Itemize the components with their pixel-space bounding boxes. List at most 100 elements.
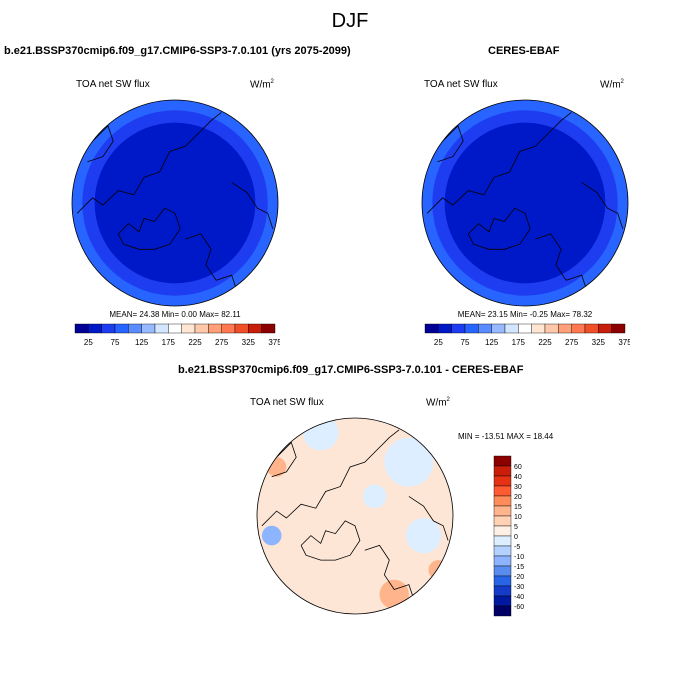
obs-colorbar-swatch <box>544 323 559 334</box>
obs-colorbar-tick-label: 175 <box>512 338 526 347</box>
diff-map-coastline <box>300 520 361 561</box>
diff-map-coastline <box>261 429 400 527</box>
diff-colorbar-swatch <box>493 485 512 497</box>
model-colorbar-tick-label: 75 <box>111 338 120 347</box>
diff-colorbar-swatch <box>493 455 512 467</box>
model-colorbar-tick-label: 175 <box>162 338 176 347</box>
model-colorbar-tick-label: 325 <box>242 338 256 347</box>
page-title: DJF <box>331 10 369 32</box>
diff-map-coastline <box>408 496 449 541</box>
model-colorbar-swatch <box>221 323 236 334</box>
model-colorbar-swatch <box>74 323 89 334</box>
diff-map-anomaly-patch <box>379 579 409 610</box>
obs-variable-label: TOA net SW flux <box>424 79 498 90</box>
diff-colorbar-tick-label: -5 <box>514 544 520 551</box>
obs-colorbar-swatch <box>558 323 572 334</box>
diff-panel-title: b.e21.BSSP370cmip6.f09_g17.CMIP6-SSP3-7.… <box>178 364 524 376</box>
model-colorbar-swatch <box>114 323 129 334</box>
diff-colorbar-swatch <box>493 525 512 537</box>
model-colorbar-swatch <box>154 323 169 334</box>
model-colorbar-swatch <box>248 323 262 334</box>
diff-colorbar-swatch <box>493 605 512 617</box>
model-colorbar-tick-label: 275 <box>215 338 229 347</box>
model-panel-title: b.e21.BSSP370cmip6.f09_g17.CMIP6-SSP3-7.… <box>4 45 351 57</box>
model-colorbar-swatch <box>261 323 276 334</box>
obs-colorbar-tick-label: 125 <box>485 338 499 347</box>
diff-colorbar-tick-label: 5 <box>514 524 518 531</box>
obs-units-label: W/m2 <box>600 79 624 91</box>
obs-polar-map <box>421 99 629 307</box>
model-colorbar-swatch <box>234 323 249 334</box>
diff-polar-map <box>256 417 454 615</box>
obs-map-coastline <box>467 207 531 250</box>
diff-colorbar-swatch <box>493 575 512 587</box>
diff-map-anomaly-patch <box>303 418 339 451</box>
diff-colorbar-swatch <box>493 495 512 507</box>
diff-colorbar-tick-label: 60 <box>514 464 522 471</box>
model-colorbar-swatch <box>181 323 196 334</box>
model-map-core-field <box>94 122 256 284</box>
model-colorbar-swatch <box>168 323 182 334</box>
diff-colorbar-tick-label: -15 <box>514 564 524 571</box>
obs-colorbar-swatch <box>518 323 532 334</box>
model-map-coastline <box>117 207 181 250</box>
diff-colorbar-tick-label: -60 <box>514 604 524 611</box>
obs-colorbar-swatch <box>478 323 492 334</box>
obs-map-coastline <box>581 182 624 229</box>
diff-map-coastline <box>271 441 297 478</box>
diff-colorbar-swatch <box>493 555 512 567</box>
model-colorbar-tick-label: 25 <box>84 338 93 347</box>
obs-colorbar-tick-label: 275 <box>565 338 579 347</box>
diff-colorbar-tick-label: 40 <box>514 474 522 481</box>
diff-colorbar-tick-label: 15 <box>514 504 522 511</box>
diff-map-boundary <box>256 417 454 615</box>
diff-map-anomaly-patch <box>362 484 387 509</box>
obs-colorbar-swatch <box>598 323 612 334</box>
model-colorbar-tick-label: 125 <box>135 338 149 347</box>
obs-colorbar-swatch <box>584 323 599 334</box>
diff-colorbar-tick-label: 20 <box>514 494 522 501</box>
model-colorbar-swatch <box>194 323 209 334</box>
obs-panel-title: CERES-EBAF <box>488 45 560 57</box>
obs-map-core-field <box>444 122 606 284</box>
obs-colorbar-swatch <box>611 323 626 334</box>
diff-stats: MIN = -13.51 MAX = 18.44 <box>458 432 554 441</box>
model-colorbar-swatch <box>141 323 156 334</box>
obs-colorbar-tick-label: 75 <box>461 338 470 347</box>
diff-colorbar-swatch <box>493 465 512 477</box>
obs-colorbar-swatch <box>504 323 519 334</box>
model-colorbar-swatch <box>128 323 142 334</box>
obs-colorbar-swatch <box>571 323 586 334</box>
obs-colorbar-swatch <box>451 323 466 334</box>
diff-colorbar-tick-label: -20 <box>514 574 524 581</box>
obs-colorbar-swatch <box>491 323 506 334</box>
model-colorbar-swatch <box>88 323 102 334</box>
obs-colorbar-tick-label: 375 <box>618 338 630 347</box>
diff-colorbar-tick-label: -40 <box>514 594 524 601</box>
diff-map-anomaly-patch <box>405 517 442 554</box>
diff-map-anomaly-patch <box>261 525 282 546</box>
diff-units-label: W/m2 <box>426 397 450 409</box>
diff-colorbar-swatch <box>493 475 512 487</box>
model-colorbar-tick-label: 375 <box>268 338 280 347</box>
model-stats: MEAN= 24.38 Min= 0.00 Max= 82.11 <box>109 310 241 319</box>
obs-colorbar-swatch <box>531 323 546 334</box>
model-polar-map <box>71 99 279 307</box>
diff-colorbar-tick-label: 30 <box>514 484 522 491</box>
obs-colorbar-swatch <box>464 323 479 334</box>
obs-map-boundary <box>421 99 629 307</box>
obs-map-coastline <box>535 233 588 291</box>
model-map-coastline <box>76 112 222 214</box>
diff-map-anomaly-patch <box>384 437 434 487</box>
model-units-label: W/m2 <box>250 79 274 91</box>
diff-variable-label: TOA net SW flux <box>250 397 324 408</box>
obs-colorbar-swatch <box>424 323 439 334</box>
diff-colorbar-swatch <box>493 505 512 517</box>
diff-colorbar-swatch <box>493 545 512 557</box>
model-map-coastline <box>87 125 114 163</box>
diff-colorbar-tick-label: -10 <box>514 554 524 561</box>
obs-colorbar-tick-label: 225 <box>538 338 552 347</box>
model-variable-label: TOA net SW flux <box>76 79 150 90</box>
diff-colorbar: 60 40 30 20 15 10 5 0 -5 -10 -15 -20 -30 -40 -60 <box>493 455 524 617</box>
diff-colorbar-swatch <box>493 535 512 547</box>
